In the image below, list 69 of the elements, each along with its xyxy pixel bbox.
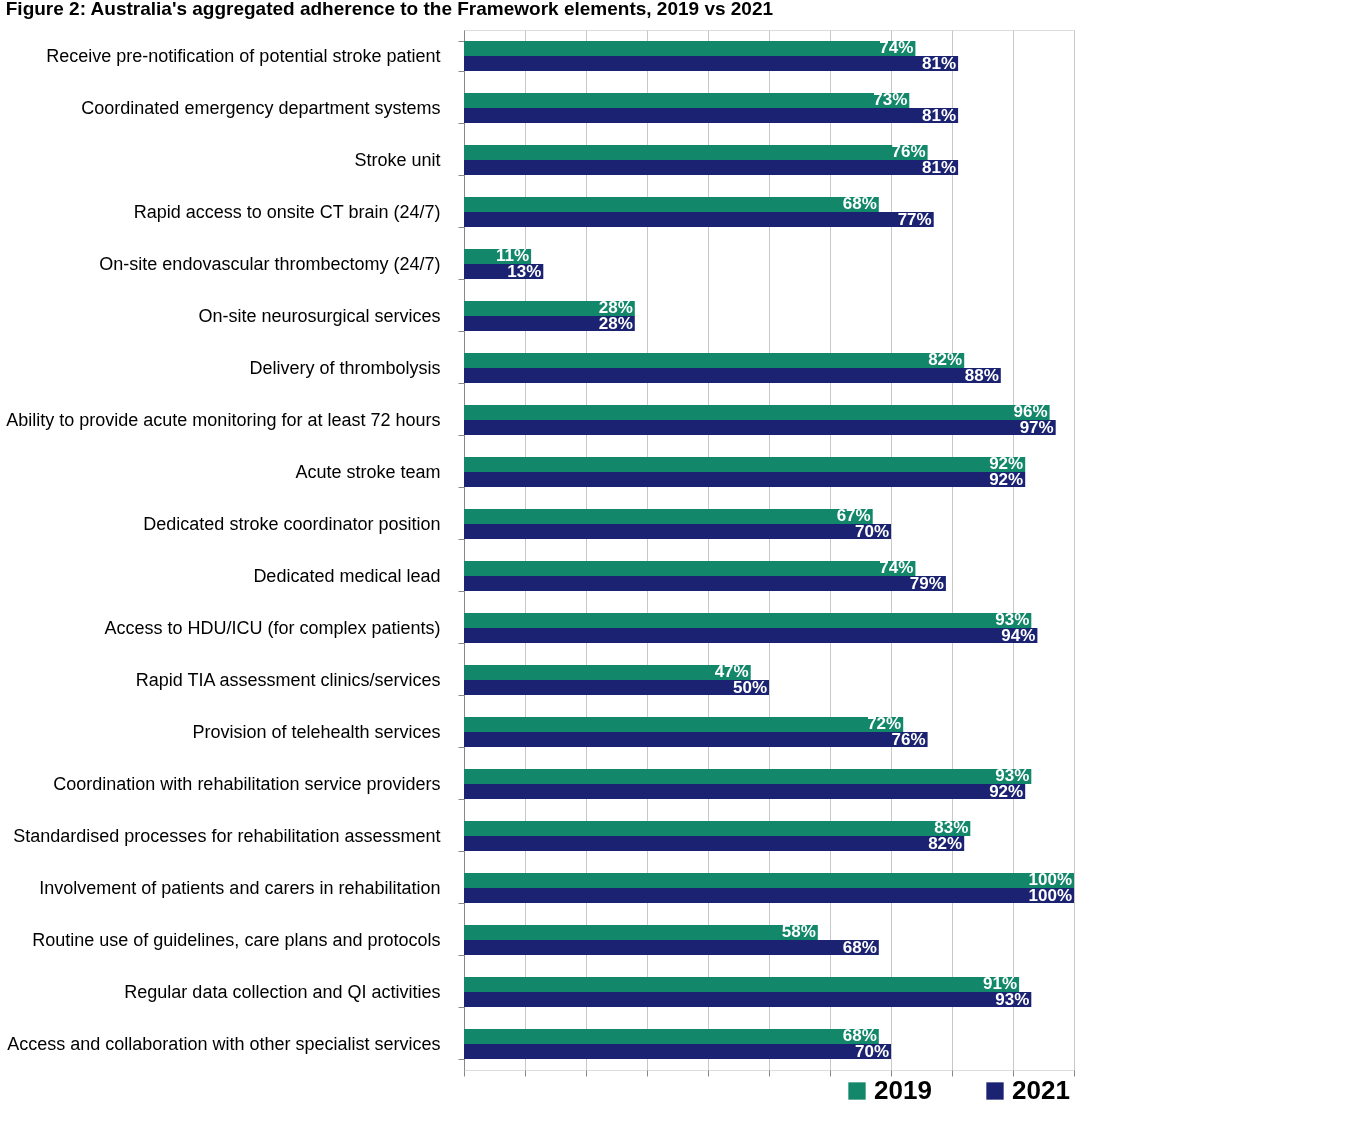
y-tick-label: Rapid access to onsite CT brain (24/7)	[133, 201, 441, 222]
y-tick-label: Acute stroke team	[295, 461, 441, 482]
bar	[464, 924, 818, 940]
bar	[464, 976, 1020, 992]
y-tick-label: Delivery of thrombolysis	[249, 357, 441, 378]
bar	[464, 1028, 879, 1044]
bar	[464, 40, 916, 56]
y-tick-label: Coordination with rehabilitation service providers	[53, 773, 441, 794]
y-tick-label: Ability to provide acute monitoring for at least 72 hours	[6, 409, 441, 430]
data-label: 73%	[873, 90, 908, 110]
legend-label: 2019	[874, 1075, 932, 1105]
y-tick-label: Access to HDU/ICU (for complex patients)	[104, 617, 441, 638]
bar	[464, 992, 1032, 1008]
bar	[464, 576, 946, 592]
bar	[464, 716, 904, 732]
chart-title: Figure 2: Australia's aggregated adherence to the Framework elements, 2019 vs 2021	[5, 0, 774, 19]
bar	[464, 732, 928, 748]
bar	[464, 524, 891, 540]
bar	[464, 784, 1026, 800]
data-label: 81%	[922, 53, 957, 73]
bar	[464, 56, 959, 72]
bar	[464, 404, 1050, 420]
bar	[464, 420, 1056, 436]
data-label: 77%	[897, 209, 932, 229]
bar	[464, 108, 959, 124]
bar	[464, 160, 959, 176]
y-tick-label: Stroke unit	[354, 149, 441, 170]
bar	[464, 196, 879, 212]
y-tick-label: Coordinated emergency department systems	[81, 97, 441, 118]
bar	[464, 456, 1026, 472]
bar	[464, 612, 1032, 628]
data-label: 68%	[842, 937, 877, 957]
y-tick-label: Receive pre-notification of potential stroke patient	[46, 45, 441, 66]
bar	[464, 940, 879, 956]
bar	[464, 888, 1074, 904]
bar	[464, 680, 769, 696]
y-tick-label: Rapid TIA assessment clinics/services	[135, 669, 441, 690]
y-tick-label: Routine use of guidelines, care plans and protocols	[32, 929, 441, 950]
bar	[464, 368, 1001, 384]
y-tick-label: Dedicated medical lead	[253, 565, 441, 586]
y-tick-label: Access and collaboration with other specialist services	[7, 1033, 441, 1054]
y-tick-label: Standardised processes for rehabilitation assessment	[13, 825, 441, 846]
bar	[464, 820, 971, 836]
bar	[464, 1044, 891, 1060]
data-label: 58%	[781, 922, 816, 942]
y-tick-label: On-site endovascular thrombectomy (24/7)	[99, 253, 441, 274]
bar	[464, 92, 910, 108]
y-tick-label: Regular data collection and QI activities	[124, 981, 441, 1002]
bar	[464, 144, 928, 160]
bar	[464, 628, 1038, 644]
data-label: 68%	[842, 194, 877, 214]
y-tick-label: Dedicated stroke coordinator position	[143, 513, 441, 534]
bar	[464, 212, 934, 228]
bar	[464, 768, 1032, 784]
bar	[464, 836, 965, 852]
y-tick-label: Involvement of patients and carers in rehabilitation	[39, 877, 441, 898]
bar	[464, 560, 916, 576]
data-label: 82%	[928, 350, 963, 370]
bar	[464, 352, 965, 368]
y-tick-label: On-site neurosurgical services	[198, 305, 441, 326]
data-label: 81%	[922, 105, 957, 125]
data-label: 88%	[964, 365, 999, 385]
data-label: 74%	[879, 38, 914, 58]
bar	[464, 664, 751, 680]
y-tick-label: Provision of telehealth services	[192, 721, 441, 742]
bar	[464, 472, 1026, 488]
bar	[464, 508, 873, 524]
bar	[464, 872, 1074, 888]
text: 2021	[1012, 1075, 1070, 1105]
